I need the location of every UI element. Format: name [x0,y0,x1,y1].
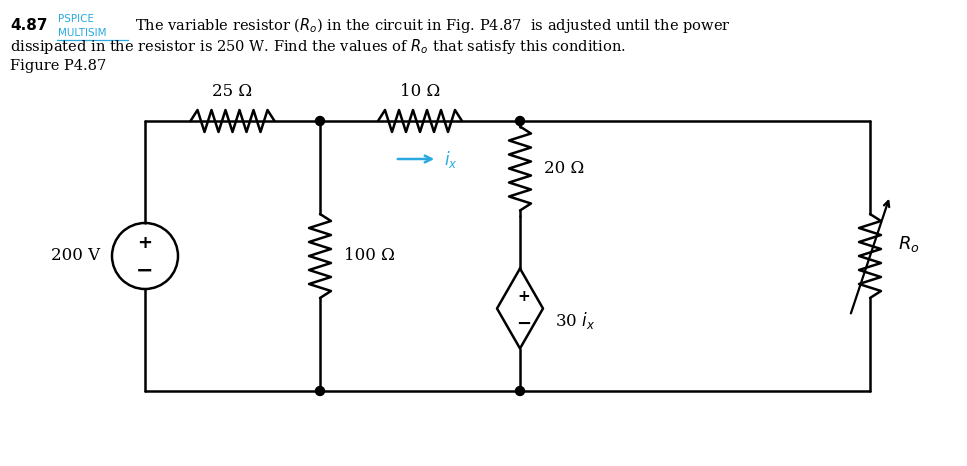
Circle shape [315,116,325,125]
Text: −: − [516,315,532,333]
Text: 20 Ω: 20 Ω [544,160,584,177]
Text: The variable resistor ($R_o$) in the circuit in Fig. P4.87  is adjusted until th: The variable resistor ($R_o$) in the cir… [135,16,731,35]
Text: $i_x$: $i_x$ [444,149,457,170]
Text: MULTISIM: MULTISIM [58,28,106,38]
Text: 30 $i_x$: 30 $i_x$ [555,310,595,331]
Circle shape [315,386,325,396]
Text: 10 Ω: 10 Ω [400,83,440,100]
Text: 200 V: 200 V [51,247,100,265]
Text: −: − [136,261,154,281]
Text: dissipated in the resistor is 250 W. Find the values of $R_o$ that satisfy this : dissipated in the resistor is 250 W. Fin… [10,36,626,55]
Text: 100 Ω: 100 Ω [344,247,395,265]
Circle shape [515,116,524,125]
Text: +: + [137,234,153,252]
Text: $R_o$: $R_o$ [898,234,920,254]
Text: PSPICE: PSPICE [58,14,94,24]
Text: 4.87: 4.87 [10,19,47,34]
Text: 25 Ω: 25 Ω [213,83,252,100]
Circle shape [515,386,524,396]
Text: Figure P4.87: Figure P4.87 [10,59,106,73]
Text: +: + [517,289,530,304]
